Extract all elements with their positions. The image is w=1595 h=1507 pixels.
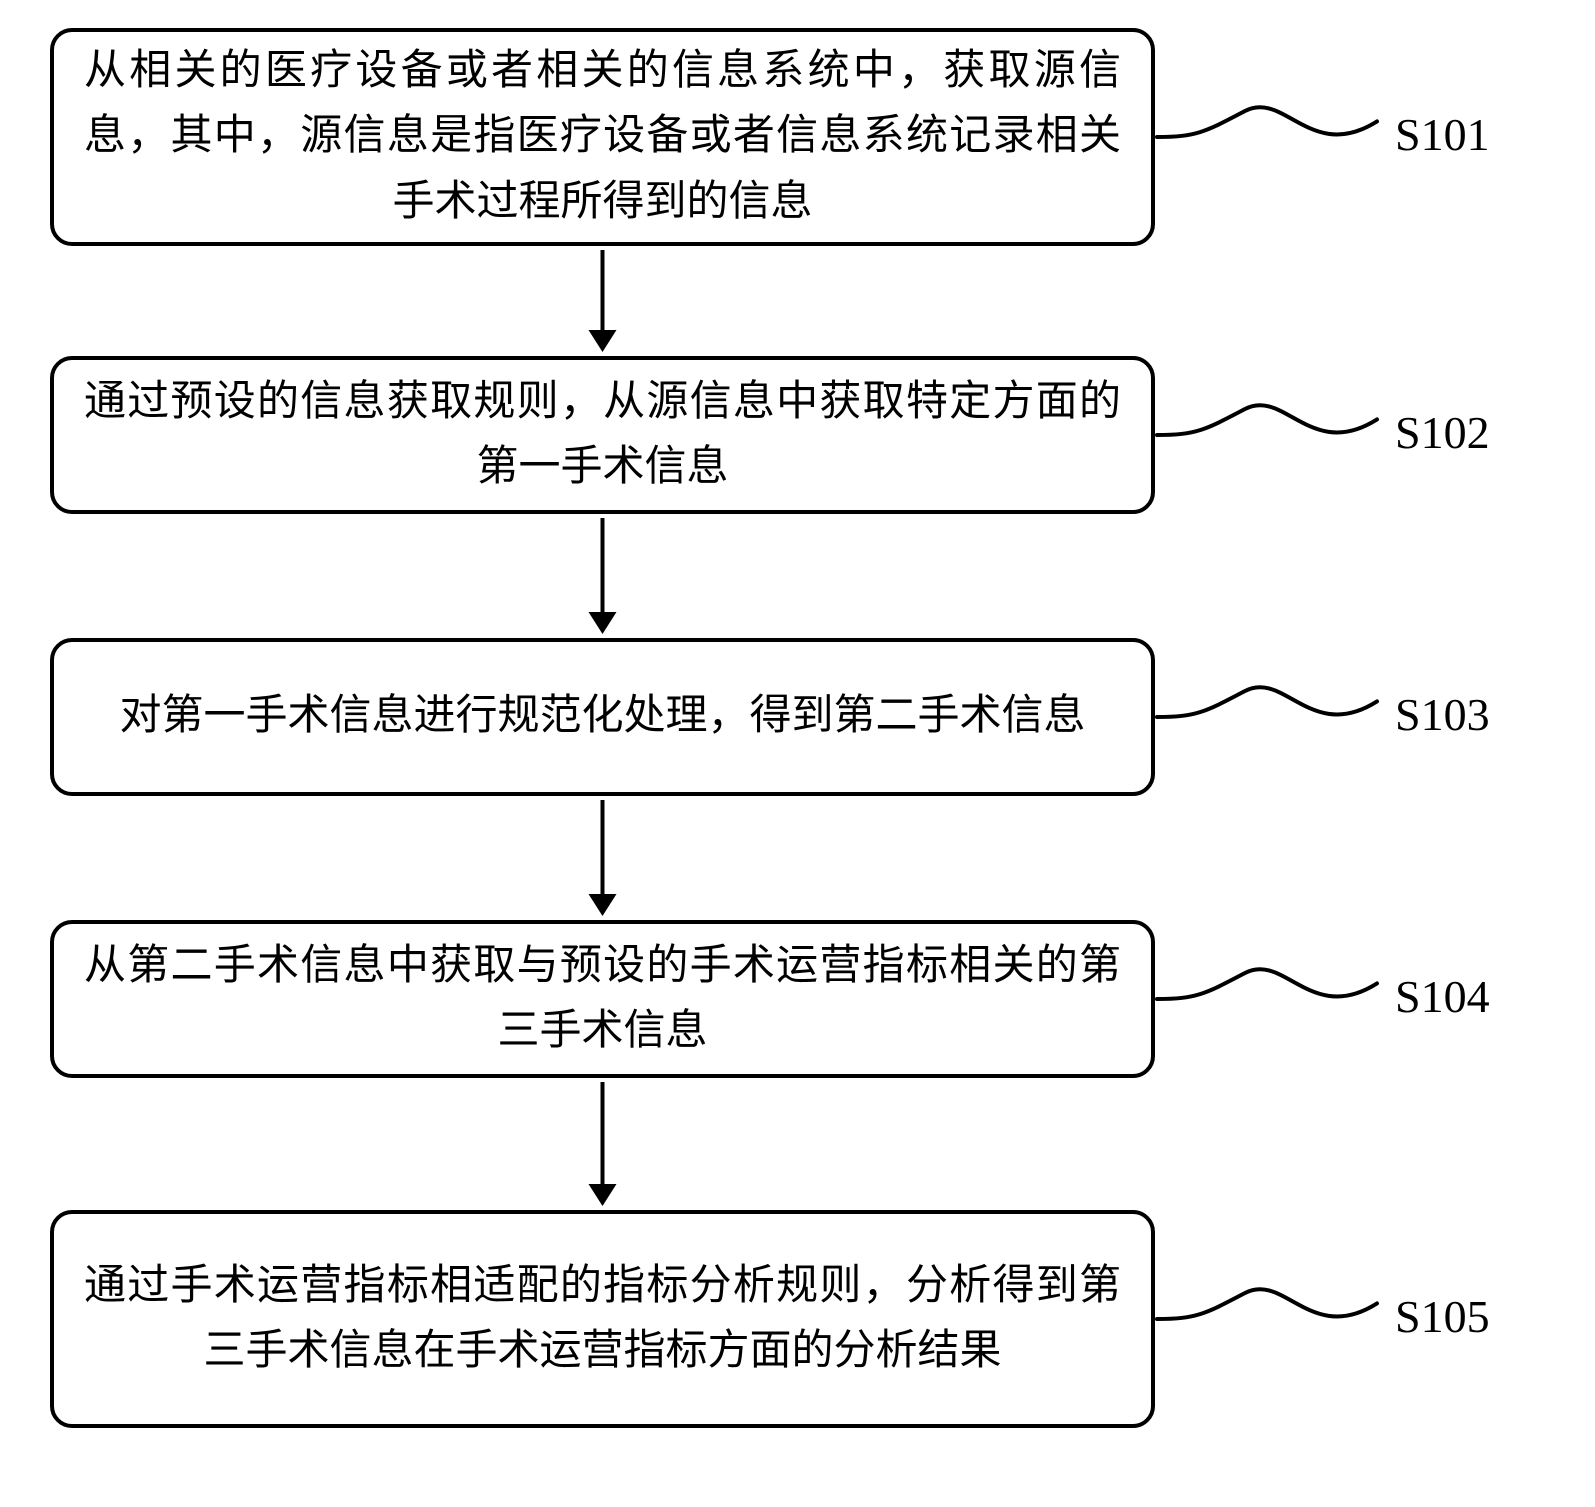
flow-step-text: 从相关的医疗设备或者相关的信息系统中，获取源信息，其中，源信息是指医疗设备或者信… <box>84 39 1121 234</box>
flow-step-label: S101 <box>1395 108 1490 161</box>
flow-step-label: S103 <box>1395 688 1490 741</box>
flow-step-box: 对第一手术信息进行规范化处理，得到第二手术信息 <box>50 638 1155 796</box>
flow-step-box: 从相关的医疗设备或者相关的信息系统中，获取源信息，其中，源信息是指医疗设备或者信… <box>50 28 1155 246</box>
connector-squiggle <box>1157 107 1377 137</box>
flow-step-text: 对第一手术信息进行规范化处理，得到第二手术信息 <box>119 684 1085 749</box>
connector-squiggle <box>1157 1289 1377 1319</box>
connector-squiggle <box>1157 687 1377 717</box>
flow-arrow-head-icon <box>589 330 617 352</box>
flow-step-text: 从第二手术信息中获取与预设的手术运营指标相关的第三手术信息 <box>84 934 1121 1064</box>
connector-squiggle <box>1157 405 1377 435</box>
flow-arrow-head-icon <box>589 612 617 634</box>
flow-step-text: 通过手术运营指标相适配的指标分析规则，分析得到第三手术信息在手术运营指标方面的分… <box>84 1254 1121 1384</box>
flow-step-label: S104 <box>1395 970 1490 1023</box>
flow-step-box: 通过手术运营指标相适配的指标分析规则，分析得到第三手术信息在手术运营指标方面的分… <box>50 1210 1155 1428</box>
flow-arrow-head-icon <box>589 894 617 916</box>
connector-squiggle <box>1157 969 1377 999</box>
flow-step-text: 通过预设的信息获取规则，从源信息中获取特定方面的第一手术信息 <box>84 370 1121 500</box>
flow-step-label: S102 <box>1395 406 1490 459</box>
flow-step-box: 从第二手术信息中获取与预设的手术运营指标相关的第三手术信息 <box>50 920 1155 1078</box>
flow-step-label: S105 <box>1395 1290 1490 1343</box>
flow-step-box: 通过预设的信息获取规则，从源信息中获取特定方面的第一手术信息 <box>50 356 1155 514</box>
flow-arrow-head-icon <box>589 1184 617 1206</box>
